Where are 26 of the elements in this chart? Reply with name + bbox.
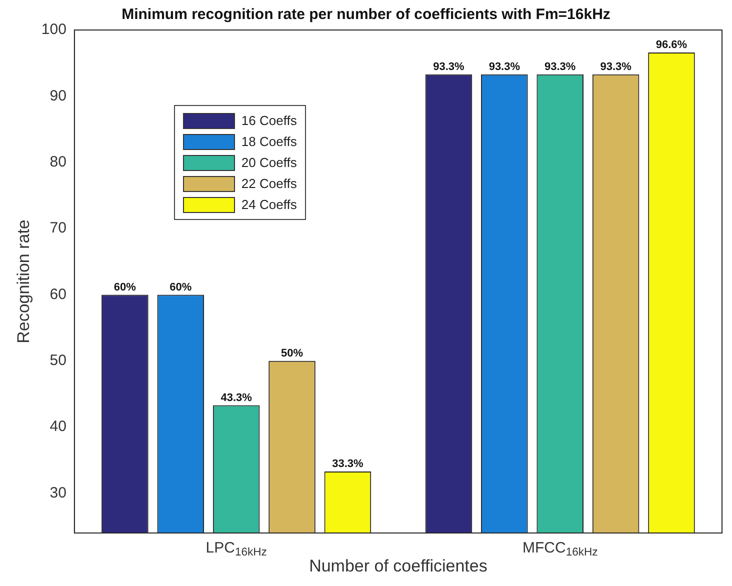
- y-tick-label: 50: [50, 352, 66, 370]
- y-tick-label: 30: [50, 484, 66, 502]
- legend-label: 22 Coeffs: [241, 176, 297, 191]
- legend-label: 18 Coeffs: [241, 134, 297, 149]
- data-label: 93.3%: [600, 60, 632, 73]
- x-axis-title: Number of coefficientes: [309, 556, 488, 576]
- data-label: 43.3%: [220, 392, 252, 404]
- data-label: 50%: [280, 347, 304, 360]
- data-label: 96.6%: [656, 39, 688, 52]
- y-tick-label: 80: [50, 154, 66, 171]
- data-label: 93.3%: [488, 60, 520, 73]
- y-tick-label: 40: [50, 418, 66, 436]
- y-axis-title: Recognition rate: [14, 220, 33, 344]
- data-label: 93.3%: [433, 60, 465, 73]
- legend-label: 20 Coeffs: [241, 155, 297, 170]
- y-tick-label: 60: [50, 286, 66, 303]
- y-tick-label: 100: [41, 21, 66, 38]
- data-label: 93.3%: [544, 60, 576, 73]
- data-label: 60%: [114, 281, 136, 294]
- legend-label: 16 Coeffs: [241, 113, 297, 128]
- legend-label: 24 Coeffs: [241, 197, 297, 212]
- chart-title: Minimum recognition rate per number of coefficients with Fm=16kHz: [122, 6, 610, 24]
- data-label: 33.3%: [332, 458, 364, 470]
- y-tick-label: 70: [50, 220, 66, 237]
- data-label: 60%: [170, 281, 192, 294]
- y-tick-label: 90: [50, 87, 66, 104]
